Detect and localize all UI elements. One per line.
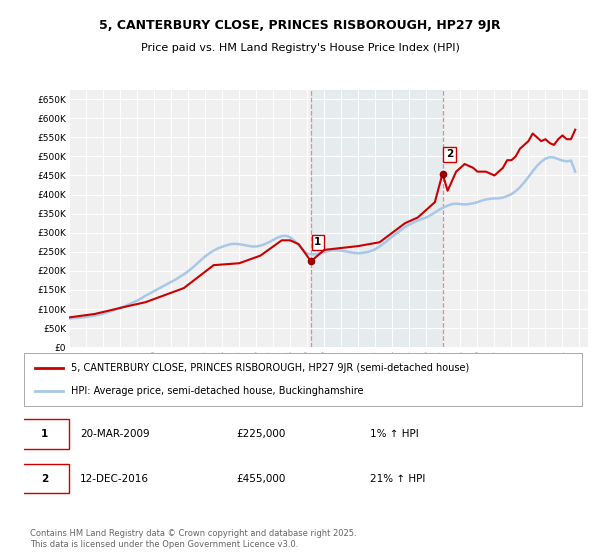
Text: 5, CANTERBURY CLOSE, PRINCES RISBOROUGH, HP27 9JR: 5, CANTERBURY CLOSE, PRINCES RISBOROUGH,… [99,18,501,32]
Text: 12-DEC-2016: 12-DEC-2016 [80,474,149,484]
Text: HPI: Average price, semi-detached house, Buckinghamshire: HPI: Average price, semi-detached house,… [71,386,364,396]
Text: 21% ↑ HPI: 21% ↑ HPI [370,474,425,484]
Text: 1: 1 [314,237,322,248]
FancyBboxPatch shape [21,464,68,493]
Text: £225,000: £225,000 [236,429,286,439]
Text: Contains HM Land Registry data © Crown copyright and database right 2025.
This d: Contains HM Land Registry data © Crown c… [30,529,356,549]
Text: Price paid vs. HM Land Registry's House Price Index (HPI): Price paid vs. HM Land Registry's House … [140,43,460,53]
Text: 2: 2 [446,150,453,160]
Bar [311,90,443,347]
FancyBboxPatch shape [21,419,68,449]
Text: 2: 2 [41,474,48,484]
Text: 20-MAR-2009: 20-MAR-2009 [80,429,149,439]
Text: 1% ↑ HPI: 1% ↑ HPI [370,429,419,439]
Text: 5, CANTERBURY CLOSE, PRINCES RISBOROUGH, HP27 9JR (semi-detached house): 5, CANTERBURY CLOSE, PRINCES RISBOROUGH,… [71,363,470,373]
Text: £455,000: £455,000 [236,474,286,484]
Text: 1: 1 [41,429,48,439]
